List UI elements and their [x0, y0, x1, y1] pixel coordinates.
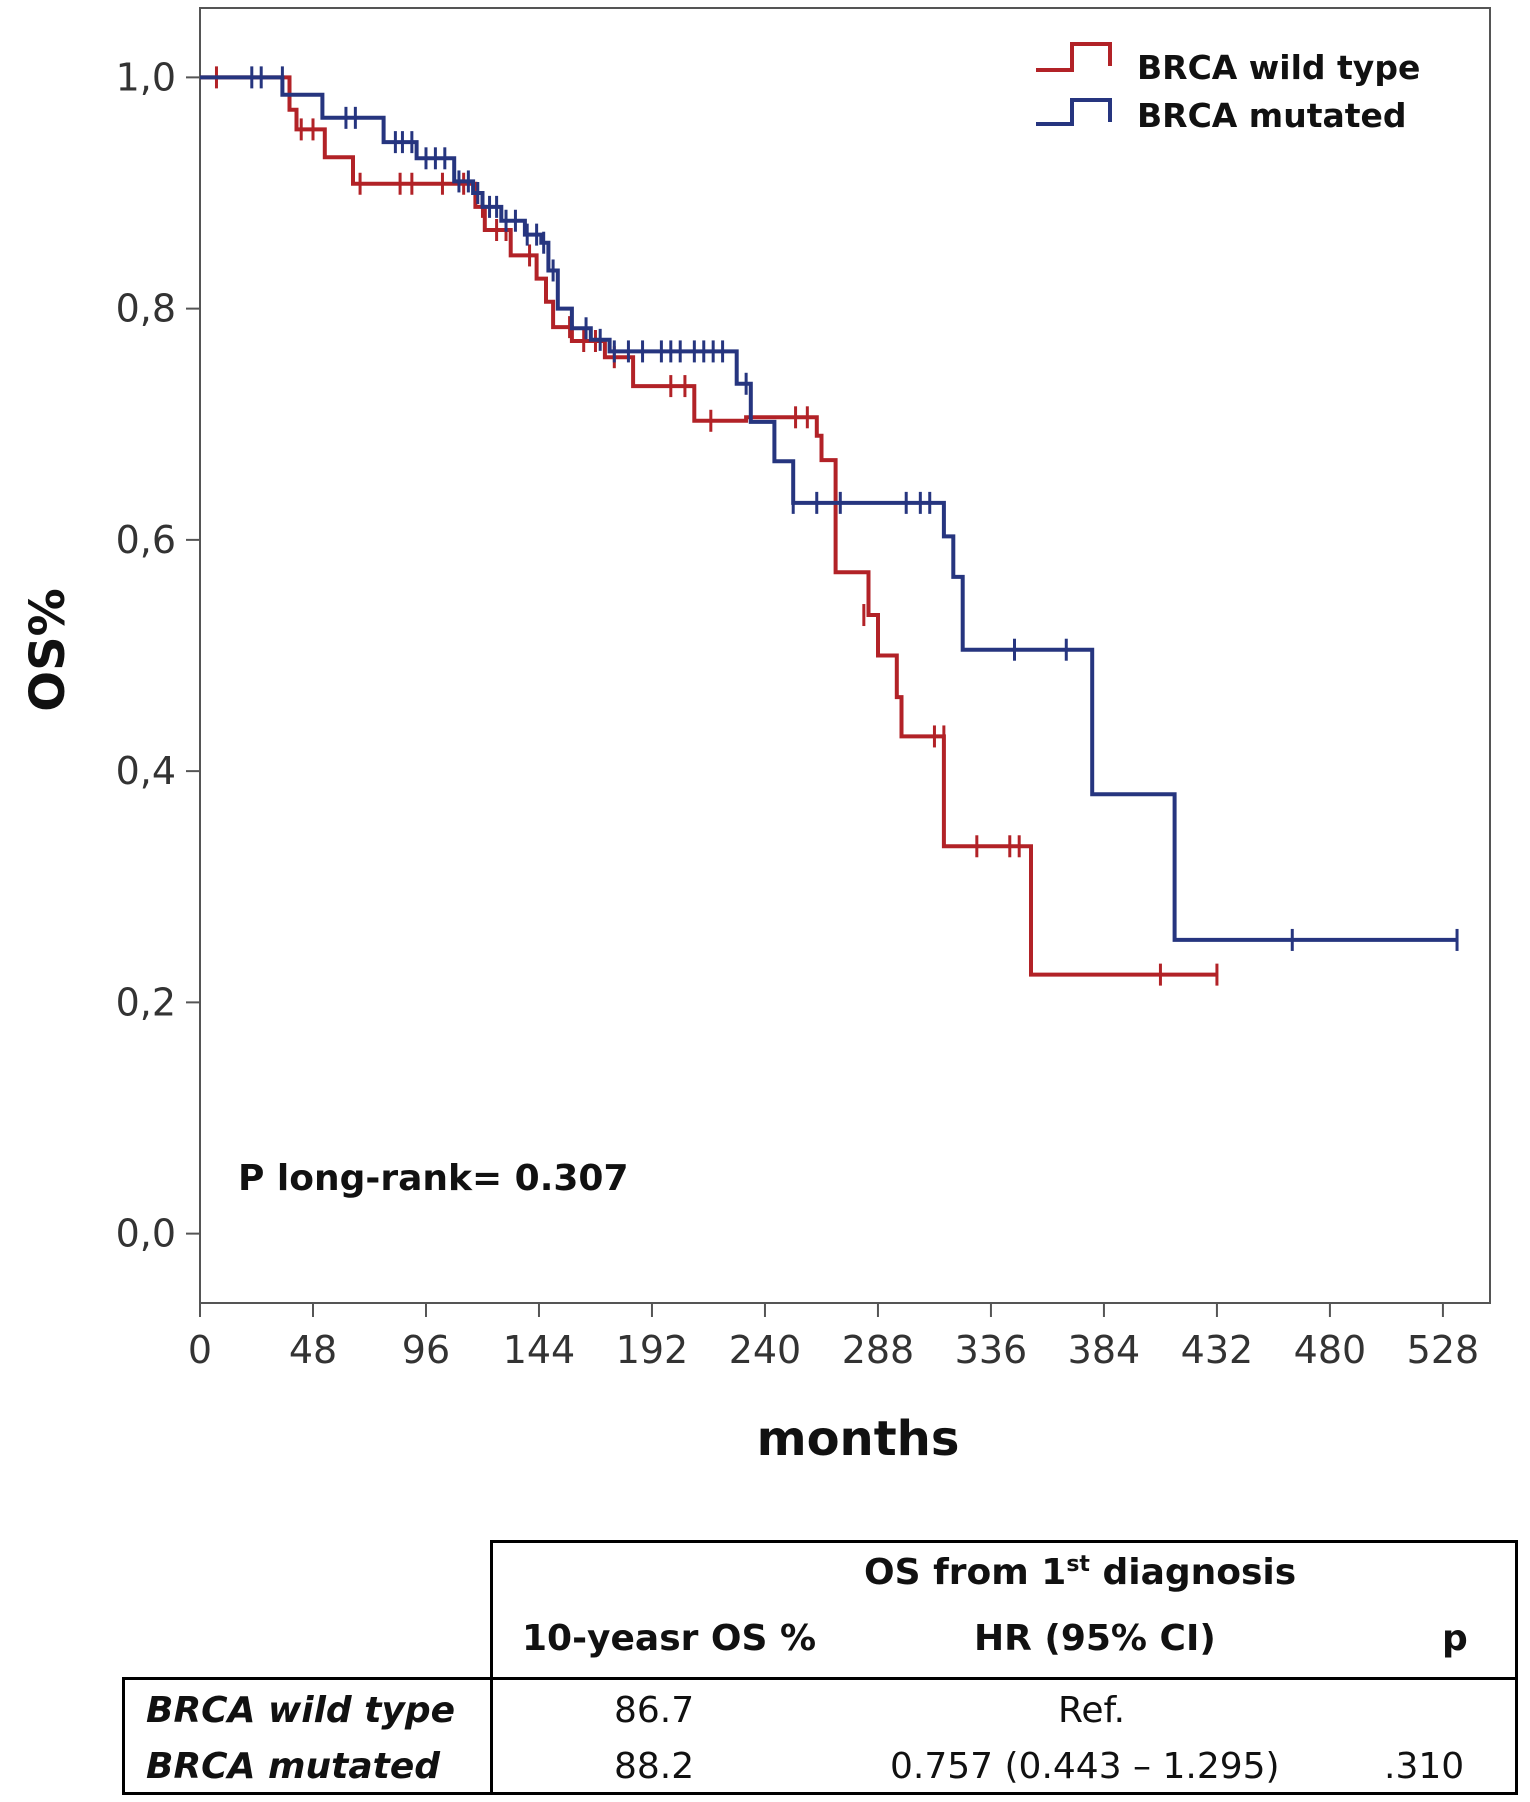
x-tick-label: 384 [1068, 1328, 1141, 1372]
x-tick-label: 192 [616, 1328, 689, 1372]
table-col-divider [490, 1540, 493, 1795]
table-cell-hr: 0.757 (0.443 – 1.295) [890, 1746, 1280, 1787]
x-tick-label: 96 [402, 1328, 450, 1372]
legend-label-wild-type: BRCA wild type [1137, 48, 1420, 87]
y-tick-label: 0,8 [116, 287, 176, 331]
series-line-wild-type [200, 75, 1217, 977]
table-left-border [122, 1677, 125, 1795]
table-cell-p: .310 [1384, 1746, 1465, 1787]
table-row-label: BRCA mutated [146, 1746, 441, 1787]
x-tick-label: 288 [842, 1328, 915, 1372]
plot-area-frame [199, 7, 1491, 1304]
table-col-header-os10: 10-yeasr OS % [522, 1618, 817, 1659]
table-cell-os10: 86.7 [614, 1690, 695, 1731]
legend: BRCA wild type BRCA mutated [1036, 42, 1420, 135]
legend-swatch-mutated [1036, 98, 1112, 126]
table-col-header-hr: HR (95% CI) [974, 1618, 1216, 1659]
y-tick-label: 0,6 [116, 518, 176, 562]
series-line-mutated [200, 75, 1457, 942]
results-table: OS from 1st diagnosis 10-yeasr OS % HR (… [122, 1540, 1518, 1796]
x-tick-label: 0 [188, 1328, 212, 1372]
table-col-header-p: p [1442, 1618, 1468, 1659]
table-cell-os10: 88.2 [614, 1746, 695, 1787]
x-tick-label: 336 [955, 1328, 1028, 1372]
series-layer [200, 66, 1459, 986]
y-tick-label: 0,2 [116, 980, 176, 1024]
x-tick-label: 432 [1181, 1328, 1254, 1372]
x-tick-label: 480 [1294, 1328, 1367, 1372]
legend-label-mutated: BRCA mutated [1137, 96, 1407, 135]
table-top-border [490, 1540, 1518, 1543]
table-bottom-border [122, 1792, 1518, 1795]
x-tick-label: 528 [1407, 1328, 1480, 1372]
pvalue-annotation: P long-rank= 0.307 [238, 1158, 629, 1199]
x-tick-label: 144 [503, 1328, 576, 1372]
table-header-separator [122, 1677, 1518, 1680]
y-axis-title: OS% [20, 588, 76, 711]
km-chart: 0,0 0,2 0,4 0,6 0,8 1,0 0 48 96 144 192 240 288 336 3… [20, 7, 1491, 1467]
table-row-label: BRCA wild type [146, 1690, 456, 1731]
table-group-header: OS from 1st diagnosis [864, 1552, 1297, 1593]
x-tick-label: 48 [289, 1328, 337, 1372]
y-tick-label: 1,0 [116, 55, 176, 99]
table-right-border [1515, 1540, 1518, 1795]
table-cell-hr: Ref. [1058, 1690, 1126, 1731]
x-axis-title: months [757, 1411, 960, 1467]
y-tick-label: 0,0 [116, 1212, 176, 1256]
x-axis: 0 48 96 144 192 240 288 336 384 432 480 528 [188, 1303, 1479, 1372]
y-axis: 0,0 0,2 0,4 0,6 0,8 1,0 [116, 55, 200, 1256]
y-tick-label: 0,4 [116, 749, 176, 793]
x-tick-label: 240 [729, 1328, 802, 1372]
legend-swatch-wild-type [1036, 42, 1112, 72]
